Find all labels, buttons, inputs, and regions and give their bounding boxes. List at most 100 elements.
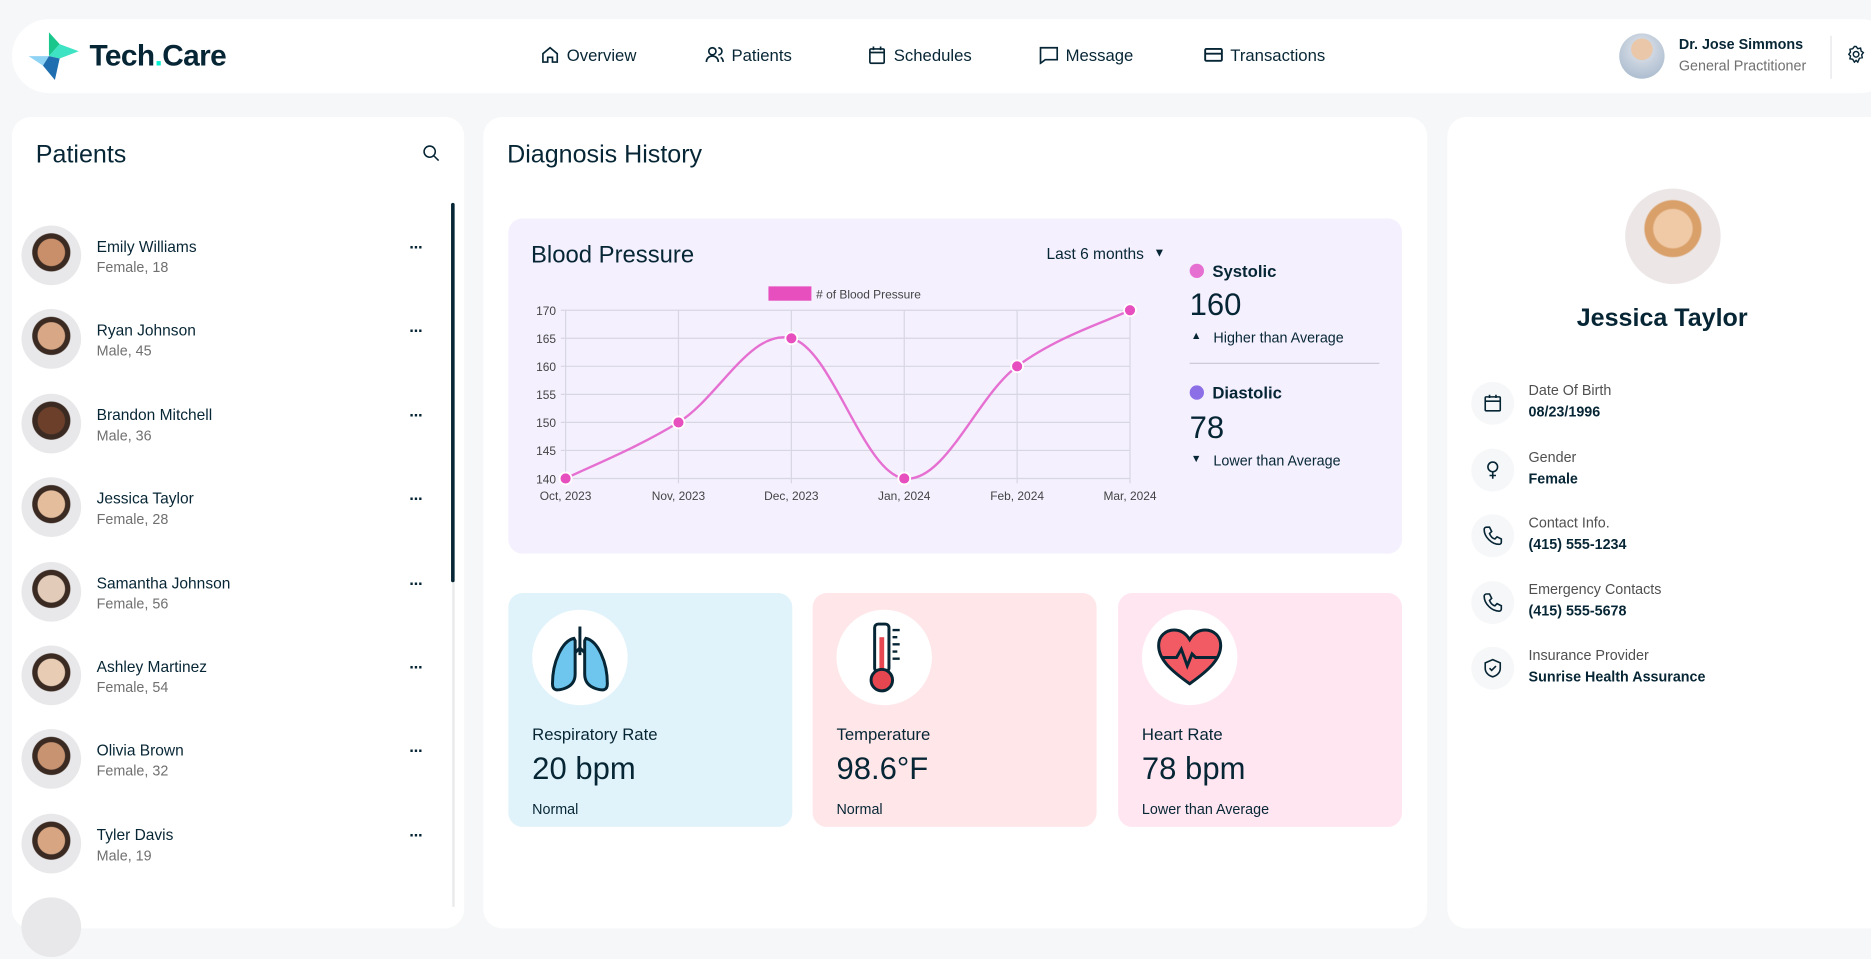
top-header [11,19,1871,94]
systolic-dot [1189,263,1204,279]
female-icon [1487,460,1499,479]
field-label: Date Of Birth [1528,381,1612,399]
patients-title: Patients [35,140,127,169]
gear-icon[interactable] [1847,45,1865,64]
more-options-icon[interactable]: ··· [409,657,423,677]
vital-label: Temperature [836,724,931,744]
respiratory-rate-card: Respiratory Rate 20 bpm Normal [508,593,793,827]
more-options-icon[interactable]: ··· [409,825,423,845]
field-value: (415) 555-1234 [1528,535,1627,553]
bp-title: Blood Pressure [530,242,695,269]
vital-status: Lower than Average [1141,800,1270,818]
patient-list-item[interactable]: Ryan Johnson Male, 45 ··· [21,309,439,372]
calendar-icon [869,46,886,65]
patient-list-item[interactable]: Jessica Taylor Female, 28 ··· [21,477,439,540]
patient-name: Ryan Johnson [96,321,196,340]
arrow-down-icon: ▼ [1190,452,1202,465]
vital-value: 20 bpm [532,750,636,787]
calendar-icon [1484,394,1502,412]
patient-info: Female, 56 [96,594,169,612]
y-tick-label: 160 [536,360,556,374]
field-label: Gender [1528,448,1577,465]
data-point [897,471,912,486]
data-point [1123,303,1137,318]
search-icon[interactable] [422,144,440,162]
more-options-icon[interactable]: ··· [409,405,423,425]
x-tick-label: Mar, 2024 [1103,489,1156,503]
patient-avatar [21,813,82,874]
nav-label: Overview [566,45,637,65]
tech-care-logo [28,32,79,80]
scrollbar-thumb[interactable] [451,202,455,583]
y-tick-label: 165 [536,332,556,346]
profile-field: Emergency Contacts (415) 555-5678 [1471,580,1865,624]
bp-chart: 140 145 150 155 160 165 170 Oct, 2023 Nov, 2023 D… [536,286,1157,503]
systolic-status-text: Higher than Average [1213,329,1344,347]
patient-list-item[interactable] [21,897,439,959]
patient-list-item[interactable]: Olivia Brown Female, 32 ··· [21,729,439,792]
profile-field: Date Of Birth 08/23/1996 [1471,381,1865,425]
patient-name: Jessica Taylor [96,489,194,508]
arrow-up-icon: ▲ [1190,329,1202,342]
x-tick-label: Nov, 2023 [652,489,706,503]
nav-label: Patients [731,45,792,65]
data-point [784,331,799,346]
legend-swatch [768,286,812,301]
range-select[interactable]: Last 6 months ▼ [1046,245,1165,263]
patient-avatar [21,645,82,706]
patient-name: Jessica Taylor [1576,304,1748,332]
users-icon [705,46,724,63]
nav-schedules[interactable]: Schedules [867,45,972,65]
heart-icon [1157,628,1223,686]
nav-message[interactable]: Message [1039,45,1133,65]
more-options-icon[interactable]: ··· [409,237,423,257]
doctor-name: Dr. Jose Simmons [1678,35,1804,53]
more-options-icon[interactable]: ··· [409,741,423,761]
patient-info: Male, 45 [96,342,152,360]
patient-list-item[interactable]: Brandon Mitchell Male, 36 ··· [21,393,439,456]
patient-avatar [21,729,82,790]
systolic-label: Systolic [1189,261,1276,280]
patient-list-item[interactable]: Samantha Johnson Female, 56 ··· [21,561,439,624]
patients-panel [11,116,465,929]
more-options-icon[interactable]: ··· [409,489,423,509]
patient-avatar [1625,188,1721,284]
legend-label: # of Blood Pressure [816,287,921,301]
patient-avatar [21,561,82,622]
nav-transactions[interactable]: Transactions [1204,45,1325,64]
caret-down-icon: ▼ [1153,247,1166,261]
patient-info: Female, 18 [96,258,169,276]
field-label: Contact Info. [1528,514,1610,531]
nav-overview[interactable]: Overview [541,45,637,65]
divider [1830,35,1832,79]
phone-icon [1483,592,1503,612]
chat-icon [1039,46,1059,65]
thermometer-icon [869,622,900,693]
diastolic-text: Diastolic [1212,383,1282,403]
diastolic-dot [1189,385,1204,400]
patient-info: Female, 28 [96,510,169,528]
y-tick-label: 170 [536,304,556,318]
diagnosis-title: Diagnosis History [507,140,703,169]
patient-avatar [21,897,82,957]
diastolic-value: 78 [1189,409,1225,446]
patient-info: Female, 54 [96,678,169,696]
patient-list-item[interactable]: Ashley Martinez Female, 54 ··· [21,645,439,708]
field-label: Emergency Contacts [1528,580,1662,598]
patient-list-item[interactable]: Tyler Davis Male, 19 ··· [21,813,439,876]
patient-info: Male, 19 [96,846,152,864]
y-tick-label: 140 [536,472,556,486]
field-value: Sunrise Health Assurance [1528,668,1706,685]
shield-icon [1484,658,1502,678]
data-point [671,415,686,430]
more-options-icon[interactable]: ··· [409,321,423,341]
patient-name: Emily Williams [96,237,197,256]
field-label: Insurance Provider [1528,646,1649,664]
more-options-icon[interactable]: ··· [409,573,423,593]
nav-label: Transactions [1230,45,1326,65]
patient-avatar [21,225,82,286]
doctor-avatar[interactable] [1619,33,1665,79]
nav-patients[interactable]: Patients [705,45,792,64]
patient-name: Tyler Davis [96,825,174,844]
patient-list-item[interactable]: Emily Williams Female, 18 ··· [21,225,439,288]
